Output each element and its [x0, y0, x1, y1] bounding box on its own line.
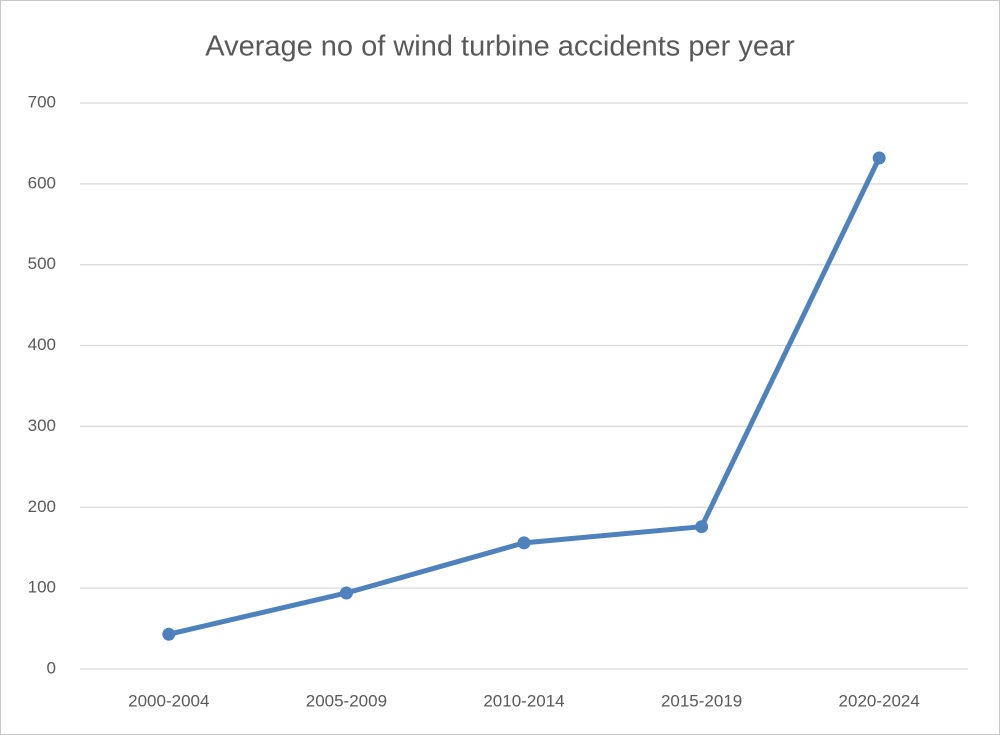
marker	[872, 151, 886, 165]
y-tick-label: 600	[28, 173, 56, 192]
marker	[339, 586, 353, 600]
y-tick-label: 400	[28, 335, 56, 354]
marker	[517, 536, 531, 550]
y-tick-label: 100	[28, 578, 56, 597]
marker	[162, 627, 176, 641]
marker	[695, 520, 709, 534]
y-tick-label: 700	[28, 92, 56, 111]
y-tick-label: 0	[47, 658, 56, 677]
y-tick-label: 300	[28, 416, 56, 435]
chart-title: Average no of wind turbine accidents per…	[205, 31, 795, 63]
x-tick-label: 2015-2019	[661, 691, 742, 710]
y-tick-label: 500	[28, 254, 56, 273]
x-tick-label: 2020-2024	[839, 691, 920, 710]
x-tick-label: 2010-2014	[483, 691, 564, 710]
x-tick-label: 2000-2004	[128, 691, 209, 710]
y-tick-label: 200	[28, 497, 56, 516]
x-tick-label: 2005-2009	[306, 691, 387, 710]
